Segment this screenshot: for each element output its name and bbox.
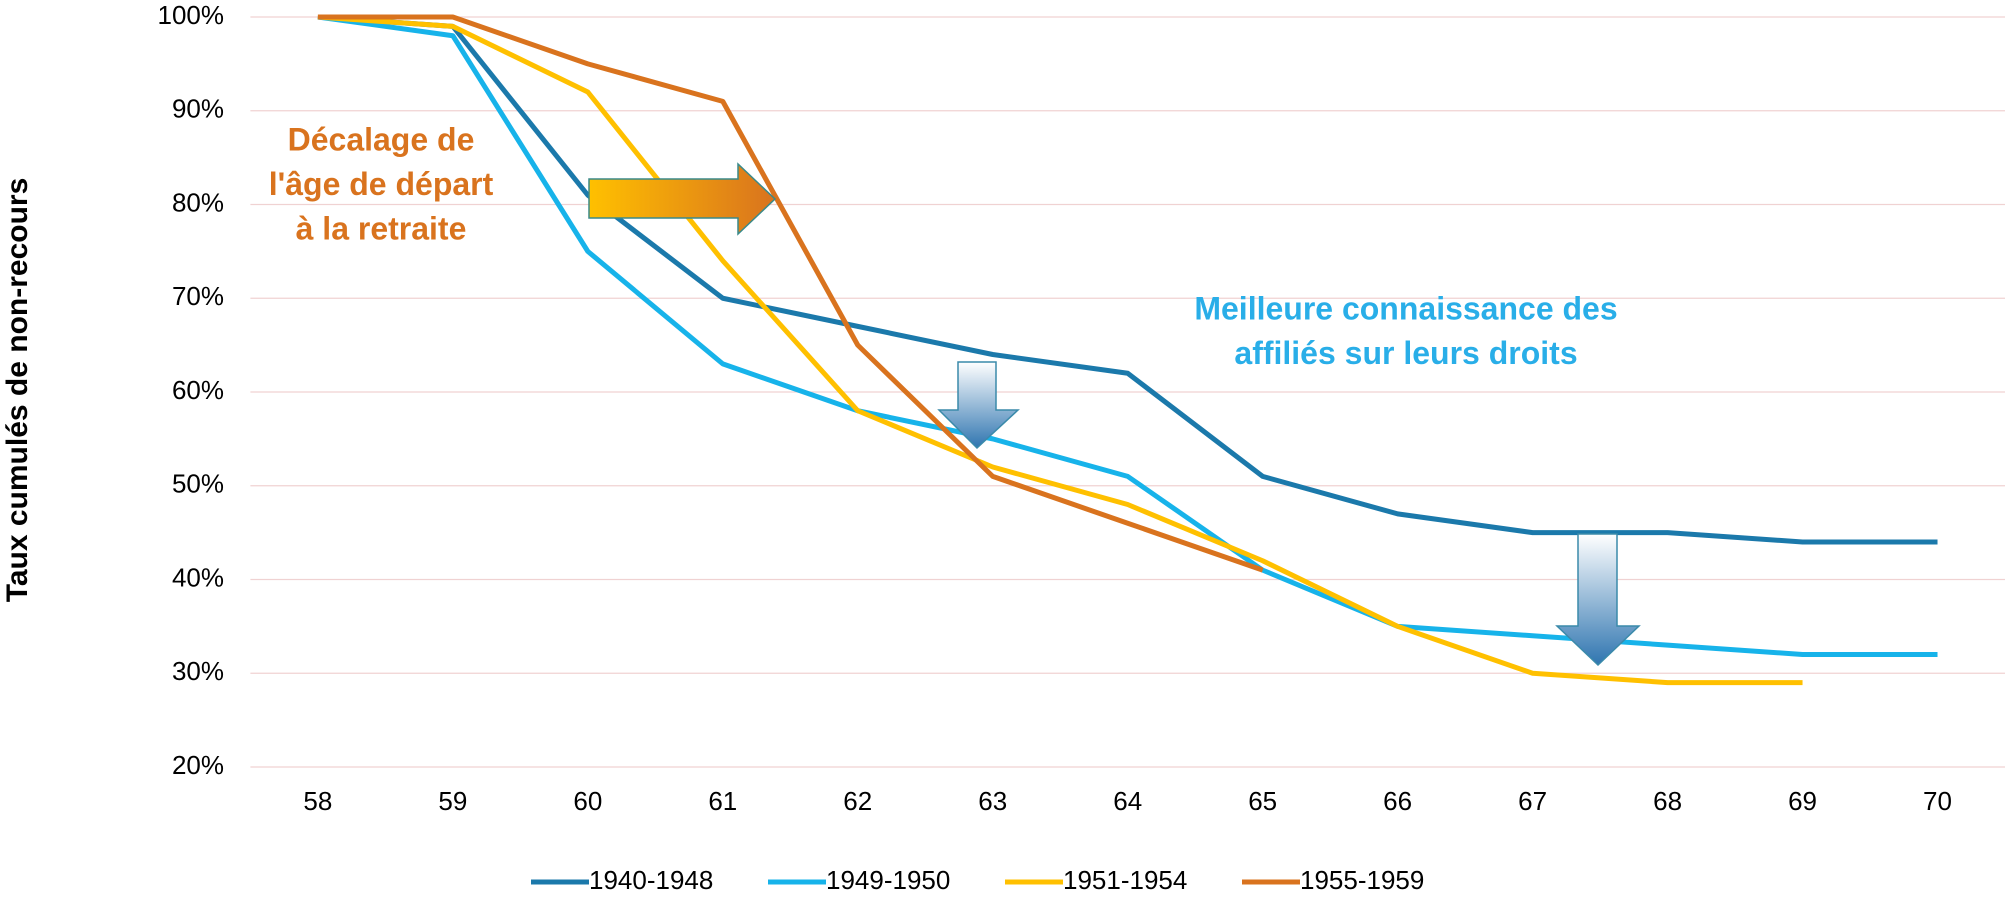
- annotation: Meilleure connaissance des: [1194, 290, 1617, 326]
- y-tick-label: 70%: [172, 281, 224, 311]
- series-line: [317, 14, 1938, 545]
- x-tick-label: 70: [1923, 786, 1952, 816]
- y-tick-label: 100%: [158, 0, 225, 30]
- y-tick-label: 90%: [172, 94, 224, 124]
- legend-label: 1955-1959: [1300, 865, 1424, 895]
- down-arrow: [1555, 533, 1641, 667]
- x-tick-label: 58: [303, 786, 332, 816]
- x-tick-label: 66: [1383, 786, 1412, 816]
- y-axis-title: Taux cumulés de non-recours: [1, 178, 34, 603]
- annotation: à la retraite: [296, 210, 467, 246]
- x-tick-label: 61: [708, 786, 737, 816]
- x-tick-label: 67: [1518, 786, 1547, 816]
- series-line: [317, 14, 1803, 686]
- x-tick-label: 68: [1653, 786, 1682, 816]
- y-tick-label: 30%: [172, 656, 224, 686]
- x-tick-label: 65: [1248, 786, 1277, 816]
- legend-label: 1949-1950: [826, 865, 950, 895]
- shift-arrow: [588, 162, 777, 236]
- down-arrow: [937, 361, 1020, 450]
- x-tick-label: 63: [978, 786, 1007, 816]
- y-tick-label: 40%: [172, 562, 224, 592]
- y-tick-label: 60%: [172, 375, 224, 405]
- legend-label: 1940-1948: [589, 865, 713, 895]
- y-tick-label: 20%: [172, 750, 224, 780]
- x-tick-label: 59: [438, 786, 467, 816]
- x-tick-label: 62: [843, 786, 872, 816]
- annotation: Décalage de: [288, 121, 475, 157]
- y-tick-label: 80%: [172, 187, 224, 217]
- x-tick-label: 60: [573, 786, 602, 816]
- x-tick-label: 64: [1113, 786, 1142, 816]
- series-line: [317, 14, 1264, 573]
- legend-label: 1951-1954: [1063, 865, 1187, 895]
- series-line: [317, 14, 1938, 657]
- annotation: l'âge de départ: [269, 166, 494, 202]
- y-tick-label: 50%: [172, 469, 224, 499]
- annotation: affiliés sur leurs droits: [1234, 335, 1577, 371]
- x-tick-label: 69: [1788, 786, 1817, 816]
